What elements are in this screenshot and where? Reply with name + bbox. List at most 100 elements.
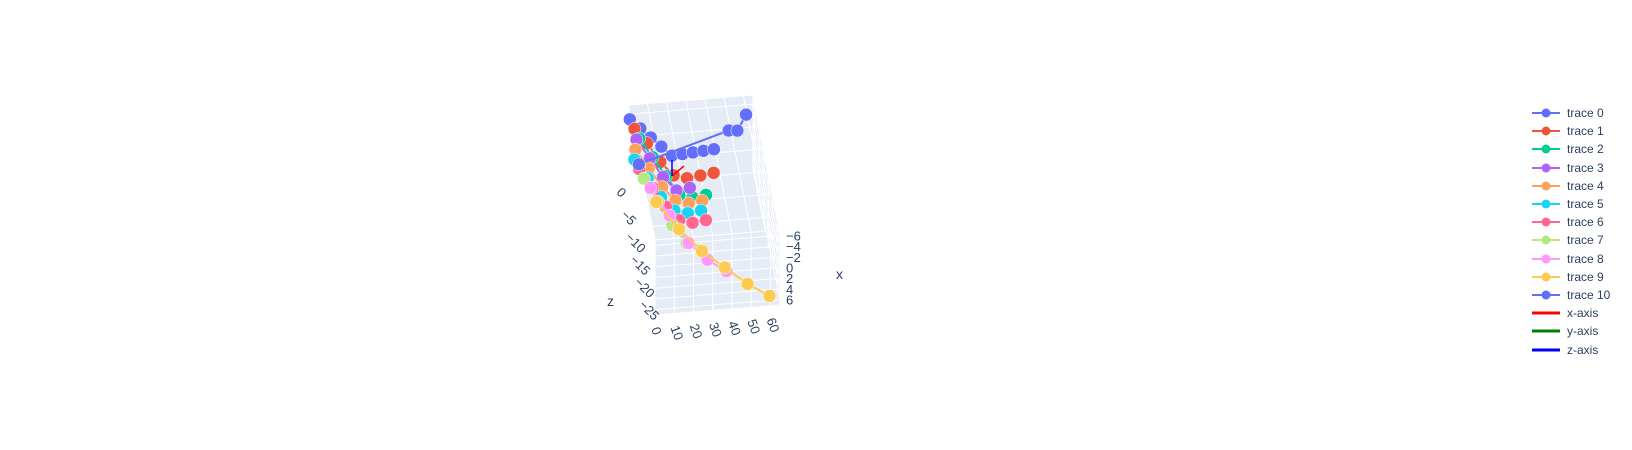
x-tick-label: −4 (786, 239, 801, 254)
legend-swatch (1532, 217, 1560, 227)
legend-label: trace 3 (1567, 160, 1604, 175)
z-tick-label: −10 (623, 230, 649, 256)
data-point[interactable] (693, 168, 708, 183)
legend-item[interactable]: trace 3 (1530, 159, 1630, 177)
data-point[interactable] (699, 213, 713, 227)
data-point[interactable] (681, 236, 696, 250)
y-tick-label: 20 (687, 322, 706, 341)
legend-swatch (1532, 144, 1560, 154)
grid-y-wall (723, 97, 752, 233)
data-point[interactable] (762, 289, 777, 303)
z-axis-title: z (607, 293, 614, 309)
legend-item[interactable]: z-axis (1530, 340, 1630, 358)
grid-x-wall (752, 110, 781, 247)
legend-swatch (1532, 163, 1560, 173)
legend-swatch (1532, 181, 1560, 191)
legend-item[interactable]: trace 10 (1530, 286, 1630, 304)
legend-swatch (1532, 329, 1560, 333)
legend-label: trace 5 (1567, 197, 1604, 212)
legend-label: trace 7 (1567, 233, 1604, 248)
grid-x-floor (654, 234, 781, 246)
grid-x-wall (752, 100, 781, 236)
legend-item[interactable]: trace 1 (1530, 122, 1630, 140)
data-point[interactable] (730, 123, 745, 138)
legend-label: trace 9 (1567, 269, 1604, 284)
legend-item[interactable]: trace 0 (1530, 104, 1630, 122)
data-point[interactable] (707, 142, 721, 156)
y-tick-label: 30 (706, 320, 725, 339)
grid-x-wall (752, 153, 781, 290)
x-axis-title: x (836, 266, 843, 282)
x-tick-label: −2 (786, 250, 801, 265)
data-point[interactable] (685, 216, 700, 230)
grid-x-wall (752, 143, 781, 279)
legend-swatch (1532, 108, 1560, 118)
data-point[interactable] (649, 195, 663, 209)
x-tick-label: 0 (786, 261, 793, 276)
data-point[interactable] (654, 139, 669, 154)
y-tick-label: 50 (744, 317, 763, 336)
grid-x-floor (654, 267, 781, 278)
legend-item[interactable]: trace 7 (1530, 231, 1630, 249)
legend-label: y-axis (1567, 324, 1599, 339)
legend-label: trace 1 (1567, 124, 1604, 139)
grid-y-wall (704, 98, 733, 234)
legend-swatch (1532, 272, 1560, 282)
data-point[interactable] (637, 171, 651, 186)
grid-x-floor (654, 245, 781, 257)
legend-swatch (1532, 126, 1560, 136)
x-axis-indicator-line (671, 165, 685, 177)
legend-item[interactable]: trace 8 (1530, 250, 1630, 268)
legend-item[interactable]: trace 9 (1530, 268, 1630, 286)
legend-label: trace 8 (1567, 251, 1604, 266)
legend-swatch (1532, 199, 1560, 209)
y-tick-label: 60 (764, 316, 783, 335)
legend-item[interactable]: trace 6 (1530, 213, 1630, 231)
data-point[interactable] (632, 157, 646, 172)
data-point[interactable] (662, 208, 677, 223)
x-tick-label: 6 (786, 293, 793, 308)
legend-item[interactable]: y-axis (1530, 322, 1630, 340)
legend-swatch (1532, 290, 1560, 300)
x-tick-label: −6 (786, 228, 801, 243)
data-point[interactable] (706, 166, 721, 180)
grid-x-floor (654, 299, 781, 311)
x-tick-label: 4 (786, 282, 793, 297)
data-point[interactable] (740, 277, 755, 291)
grid-z-wall (629, 103, 755, 115)
data-point[interactable] (739, 107, 753, 122)
data-point[interactable] (643, 181, 658, 195)
grid-x-wall (752, 121, 781, 257)
legend-label: trace 6 (1567, 215, 1604, 230)
legend-label: trace 10 (1567, 287, 1611, 302)
data-point[interactable] (672, 222, 686, 236)
grid-x-wall (752, 164, 781, 300)
legend-item[interactable]: trace 2 (1530, 140, 1630, 158)
y-tick-label: 0 (648, 325, 665, 337)
legend-label: trace 0 (1567, 106, 1604, 121)
legend-swatch (1532, 254, 1560, 264)
data-point[interactable] (717, 260, 732, 275)
legend-swatch (1532, 311, 1560, 315)
y-tick-label: 10 (667, 323, 686, 342)
axis-indicator (671, 160, 685, 177)
legend-label: z-axis (1567, 342, 1599, 357)
data-point[interactable] (695, 244, 709, 258)
scene-marks (623, 107, 777, 303)
legend-item[interactable]: trace 5 (1530, 195, 1630, 213)
legend-label: trace 4 (1567, 178, 1604, 193)
z-tick-label: 0 (614, 185, 630, 201)
z-tick-label: −20 (632, 275, 658, 301)
y-tick-label: 40 (725, 319, 744, 338)
legend-label: trace 2 (1567, 142, 1604, 157)
legend-label: x-axis (1567, 306, 1599, 321)
legend-item[interactable]: trace 4 (1530, 177, 1630, 195)
legend-swatch (1532, 235, 1560, 245)
grid-x-wall (752, 132, 781, 268)
legend-item[interactable]: x-axis (1530, 304, 1630, 322)
data-point[interactable] (683, 181, 697, 195)
x-tick-label: 2 (786, 271, 793, 286)
legend-swatch (1532, 348, 1560, 352)
grid-x-floor (654, 277, 781, 289)
